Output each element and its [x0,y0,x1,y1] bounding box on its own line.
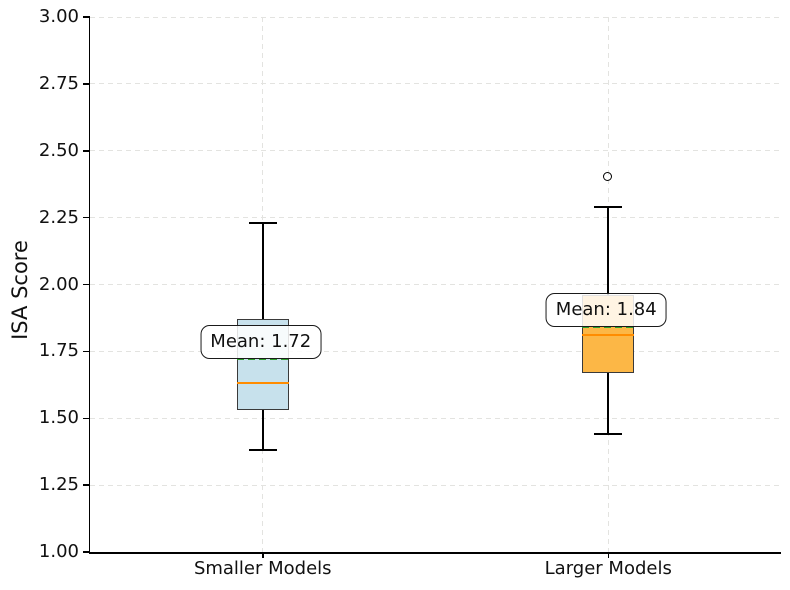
h-gridline [90,150,781,152]
median-line-larger-models [582,334,635,337]
whisker-lower-larger-models [607,372,610,435]
whisker-cap-top-larger-models [594,205,623,208]
y-tick-label: 2.50 [38,139,79,161]
x-tick-mark [607,552,609,558]
h-gridline [90,484,781,486]
mean-annotation-larger-models: Mean: 1.84 [545,293,667,328]
whisker-upper-larger-models [607,206,610,296]
y-tick-label: 3.00 [38,6,79,27]
h-gridline [90,350,781,352]
whisker-lower-smaller-models [261,410,264,451]
h-gridline [90,83,781,85]
y-tick-label: 1.50 [38,407,79,429]
h-gridline [90,16,781,18]
h-gridline [90,417,781,419]
y-tick-mark [83,83,90,85]
y-tick-mark [83,283,90,286]
whisker-cap-top-smaller-models [248,221,277,224]
mean-line-smaller-models [236,358,289,361]
y-tick-mark [83,216,90,219]
x-tick-label-larger-models: Larger Models [544,558,672,579]
y-tick-label: 2.25 [38,206,79,228]
mean-line-larger-models [582,326,635,329]
y-tick-label: 1.00 [38,541,79,562]
x-tick-mark [262,552,264,558]
y-tick-mark [83,551,90,553]
y-tick-mark [83,417,90,419]
h-gridline [90,217,781,219]
outlier-point-larger-models [603,172,613,182]
x-tick-label-smaller-models: Smaller Models [193,558,332,579]
x-axis-spine [88,552,781,554]
whisker-cap-bottom-smaller-models [248,449,277,452]
y-tick-label: 2.75 [38,72,79,94]
median-line-smaller-models [236,382,289,385]
y-tick-label: 2.00 [38,273,79,295]
whisker-cap-bottom-larger-models [594,433,623,436]
y-tick-label: 1.75 [38,340,79,362]
y-tick-mark [83,350,90,353]
mean-annotation-smaller-models: Mean: 1.72 [200,325,322,360]
y-tick-mark [83,150,90,152]
y-tick-label: 1.25 [38,474,79,496]
whisker-upper-smaller-models [261,222,264,320]
y-axis-spine [88,17,90,554]
y-tick-mark [83,16,90,18]
y-tick-mark [83,484,90,486]
h-gridline [90,284,781,285]
